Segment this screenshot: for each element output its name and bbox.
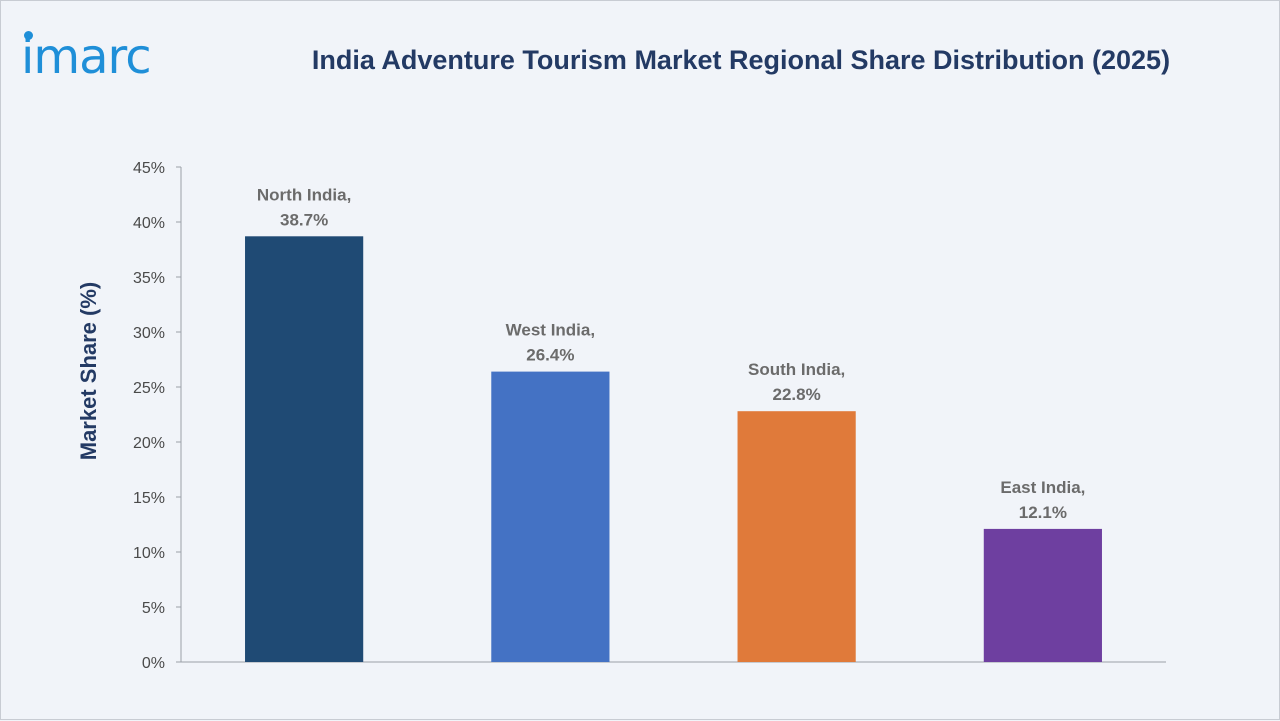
logo-dot [24,31,33,40]
y-tick-label: 5% [142,600,165,617]
bar-label-category: South India, [748,360,845,379]
y-tick-label: 45% [133,160,165,177]
logo-text: imarc [21,29,152,85]
chart-title: India Adventure Tourism Market Regional … [311,45,1171,75]
bar-label-value: 26.4% [526,346,574,365]
bar-west-india [491,371,610,662]
y-tick-label: 15% [133,490,165,507]
bar-east-india [983,528,1102,662]
bar-label-category: East India, [1000,478,1085,497]
y-tick-label: 30% [133,325,165,342]
y-tick-label: 35% [133,270,165,287]
bar-label-category: West India, [506,321,595,340]
bar-label-value: 38.7% [280,210,328,229]
y-tick-label: 0% [142,655,165,672]
y-tick-label: 20% [133,435,165,452]
bar-label-value: 12.1% [1019,503,1067,522]
y-tick-label: 40% [133,215,165,232]
bar-label-value: 22.8% [773,385,821,404]
y-tick-label: 10% [133,545,165,562]
bar-label-category: North India, [257,185,351,204]
y-tick-label: 25% [133,380,165,397]
bar-south-india [737,411,856,662]
bar-north-india [245,236,364,663]
